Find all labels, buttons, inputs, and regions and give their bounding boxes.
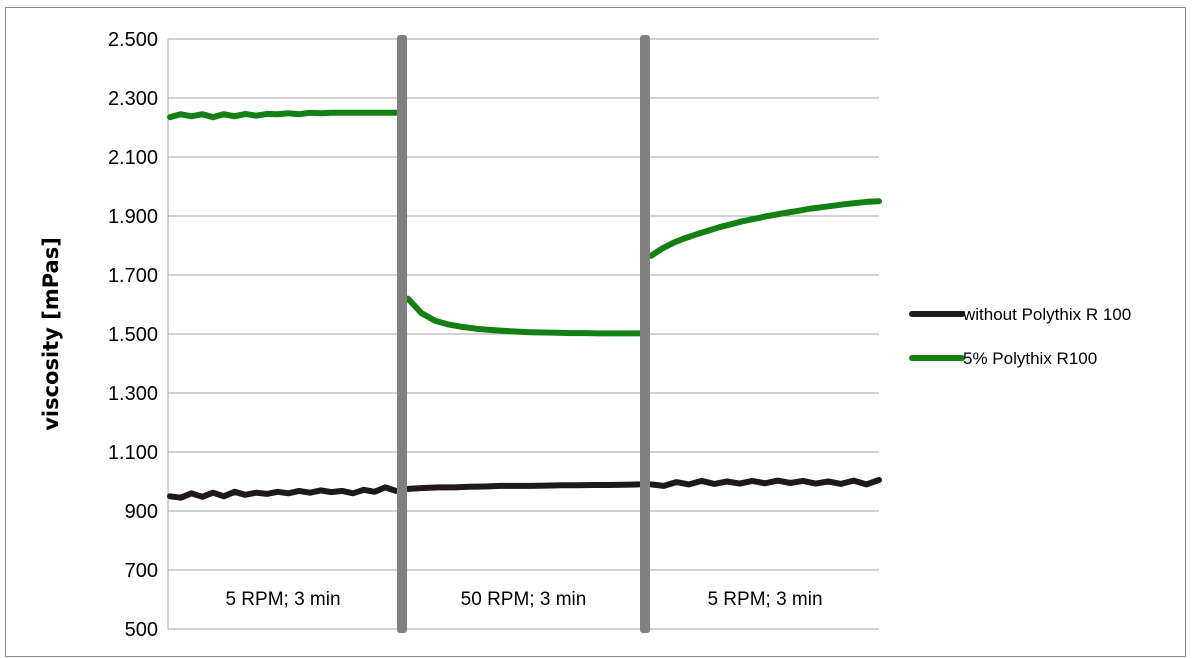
series-line-1-phase-1 [167,484,399,501]
series-lines [167,109,882,501]
phase-label-2: 50 RPM; 3 min [461,589,587,610]
y-axis-ticks: 2.500 2.300 2.100 1.900 1.700 1.500 1.300 1.100… [108,29,158,641]
phase-labels: 5 RPM; 3 min 50 RPM; 3 min 5 RPM; 3 min [225,589,822,610]
y-tick-label: 2.300 [108,88,158,110]
series-line-1-phase-2 [405,481,642,492]
y-tick-label: 900 [125,501,158,523]
y-tick-label: 500 [125,619,158,641]
chart-frame: 2.500 2.300 2.100 1.900 1.700 1.500 1.300 1.100… [5,7,1186,657]
y-tick-label: 1.700 [108,265,158,287]
viscosity-chart: 2.500 2.300 2.100 1.900 1.700 1.500 1.300 1.100… [39,29,1131,641]
series-line-2-phase-1 [167,109,399,121]
y-tick-label: 2.100 [108,147,158,169]
phase-label-3: 5 RPM; 3 min [707,589,822,610]
legend-label-2: 5% Polythix R100 [963,349,1097,368]
phase-label-1: 5 RPM; 3 min [225,589,340,610]
y-tick-label: 700 [125,560,158,582]
y-tick-label: 1.300 [108,383,158,405]
series-line-1-phase-3 [648,477,882,489]
y-axis-title: viscosity [mPas] [39,237,63,431]
phase-separators [397,35,650,633]
phase-separator-2 [640,35,650,633]
y-tick-label: 1.500 [108,324,158,346]
y-tick-label: 2.500 [108,29,158,51]
legend: without Polythix R 100 5% Polythix R100 [909,305,1131,368]
series-line-2-phase-2 [405,295,642,337]
y-tick-label: 1.100 [108,442,158,464]
legend-label-1: without Polythix R 100 [962,305,1131,324]
phase-separator-1 [397,35,407,633]
series-line-2-phase-3 [648,198,882,259]
y-tick-label: 1.900 [108,206,158,228]
